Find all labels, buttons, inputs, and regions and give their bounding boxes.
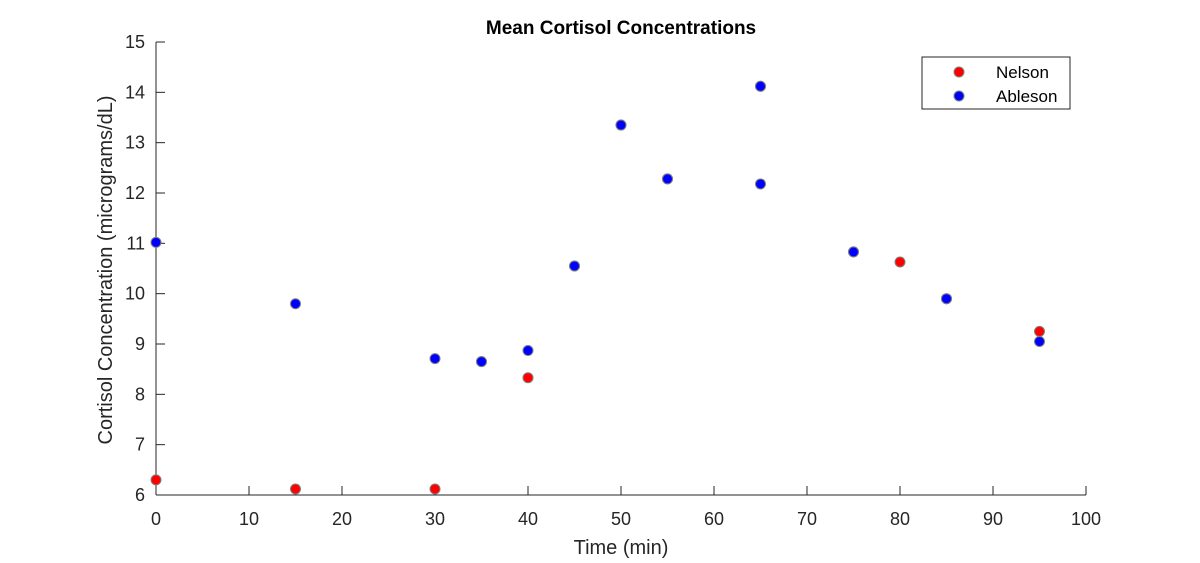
x-tick-label: 60 (704, 509, 724, 529)
nelson-point (1034, 325, 1045, 337)
ableson-point (755, 178, 766, 190)
x-tick-label: 90 (983, 509, 1003, 529)
legend: Nelson Ableson (921, 56, 1071, 110)
chart-title: Mean Cortisol Concentrations (486, 18, 756, 39)
ableson-point (429, 353, 441, 365)
nelson-point (150, 474, 162, 486)
y-tick-label: 15 (125, 32, 145, 52)
ableson-point (615, 119, 627, 131)
y-tick-label: 9 (135, 334, 145, 354)
ableson-point (1034, 335, 1045, 347)
y-tick-label: 12 (125, 183, 145, 203)
ableson-point (150, 236, 162, 248)
ableson-point (662, 173, 673, 185)
x-tick-label: 70 (797, 509, 817, 529)
x-tick-label: 0 (151, 509, 161, 529)
axes: 0 10 20 30 40 50 60 70 80 90 100 6 7 8 9 10 11 12 13 14 15 (125, 32, 1101, 529)
ableson-point (476, 356, 487, 368)
legend-marker-ableson (953, 90, 965, 102)
y-tick-label: 7 (135, 435, 145, 455)
y-tick-label: 10 (125, 284, 145, 304)
x-tick-label: 80 (890, 509, 910, 529)
nelson-point (290, 483, 301, 495)
y-tick-label: 8 (135, 384, 145, 404)
x-tick-label: 100 (1071, 509, 1101, 529)
data-markers (150, 80, 1045, 495)
x-axis-label: Time (min) (574, 537, 669, 558)
nelson-point (522, 372, 534, 384)
nelson-point (894, 256, 906, 268)
legend-label-ableson: Ableson (996, 87, 1057, 106)
y-tick-label: 13 (125, 133, 145, 153)
ableson-point (290, 298, 301, 310)
ableson-point (522, 345, 534, 357)
nelson-point (429, 483, 441, 495)
y-tick-label: 11 (126, 233, 145, 253)
y-tick-label: 6 (135, 485, 145, 505)
x-tick-label: 30 (425, 509, 445, 529)
ableson-point (755, 80, 766, 92)
y-axis-label: Cortisol Concentration (micrograms/dL) (95, 95, 117, 444)
y-tick-label: 14 (125, 82, 145, 102)
ableson-point (848, 246, 859, 258)
ableson-point (569, 260, 580, 272)
x-tick-label: 50 (611, 509, 631, 529)
x-tick-label: 10 (239, 509, 259, 529)
legend-label-nelson: Nelson (996, 63, 1049, 82)
x-tick-label: 40 (518, 509, 538, 529)
x-tick-label: 20 (332, 509, 352, 529)
ableson-point (941, 293, 952, 305)
legend-marker-nelson (953, 66, 965, 78)
legend-box (921, 56, 1071, 110)
